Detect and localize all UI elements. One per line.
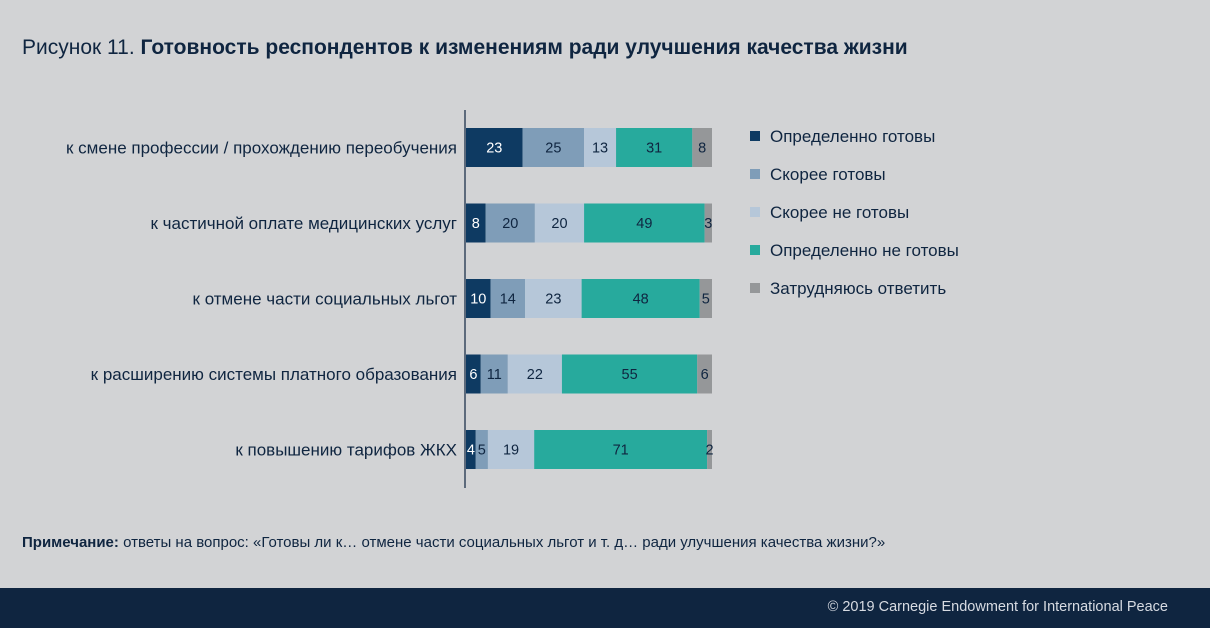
bar-segment [466,203,486,243]
stacked-bar-chart: 23 25 13 31 88 20 20 49 310 14 23 48 56 11 22 55 64 5 19 71… [66,110,959,488]
figure-number: Рисунок 11. [22,36,135,59]
data-label: 2 [706,443,714,459]
bar-segment [485,203,535,243]
category-label: к расширению системы платного образовани… [91,365,457,384]
data-label: 10 [470,292,486,308]
data-label: 14 [500,292,516,308]
legend-swatch [750,131,760,141]
data-label: 31 [646,141,662,157]
data-label: 4 [467,443,475,459]
bars-layer: 23 25 13 31 88 20 20 49 310 14 23 48 56 11 22 55 64 5 19 71… [466,128,714,469]
data-label: 48 [633,292,649,308]
bar-segment [584,128,617,167]
data-label: 22 [527,367,543,383]
data-label: 19 [503,443,519,459]
note-label: Примечание: [22,534,119,551]
bar-segment [699,279,712,318]
legend-label: Скорее готовы [770,165,886,184]
legend-swatch [750,169,760,179]
data-label: 5 [702,292,710,308]
bar-segment [522,128,585,167]
data-label: 55 [622,367,638,383]
data-label: 13 [592,141,608,157]
bar-segment [616,128,693,167]
bar-segment [466,128,523,167]
bar-segment [534,203,585,243]
data-label: 5 [478,443,486,459]
legend-label: Определенно готовы [770,127,935,146]
bar-segment [534,430,708,469]
category-label: к отмене части социальных льгот [193,290,458,309]
legend-label: Скорее не готовы [770,203,909,222]
bar-segment [707,430,712,469]
category-label: к смене профессии / прохождению переобуч… [66,139,457,158]
chart-note: Примечание: ответы на вопрос: «Готовы ли… [22,534,885,551]
data-label: 6 [469,367,477,383]
category-label: к частичной оплате медицинских услуг [151,214,458,233]
legend-label: Затрудняюсь ответить [770,279,946,298]
bar-segment [584,203,705,243]
data-label: 23 [545,292,561,308]
data-label: 8 [472,216,480,232]
bar-segment [581,279,700,318]
category-label: к повышению тарифов ЖКХ [235,441,457,460]
data-label: 20 [551,216,567,232]
legend-swatch [750,207,760,217]
legend-swatch [750,283,760,293]
category-labels-layer: к смене профессии / прохождению переобуч… [66,139,457,460]
bar-segment [490,279,526,318]
bar-segment [697,354,712,394]
bar-segment [475,430,488,469]
bar-segment [561,354,698,394]
legend-swatch [750,245,760,255]
data-label: 11 [487,367,502,383]
data-label: 49 [636,216,652,232]
data-label: 8 [698,141,706,157]
bar-segment [692,128,712,167]
data-label: 6 [701,367,709,383]
bar-segment [704,203,712,243]
bar-segment [466,354,481,394]
data-label: 71 [613,443,629,459]
bar-segment [480,354,508,394]
data-label: 25 [545,141,561,157]
bar-segment [466,430,476,469]
bar-segment [507,354,562,394]
data-label: 23 [486,141,502,157]
bar-segment [525,279,582,318]
data-label: 20 [502,216,518,232]
bar-segment [466,279,491,318]
figure-title: Готовность респондентов к изменениям рад… [140,36,908,59]
note-text: ответы на вопрос: «Готовы ли к… отмене ч… [118,534,886,551]
footer-bar: © 2019 Carnegie Endowment for Internatio… [0,588,1210,628]
chart-title: Рисунок 11. Готовность респондентов к из… [22,36,908,60]
legend-label: Определенно не готовы [770,241,959,260]
data-label: 3 [704,216,712,232]
legend: Определенно готовы Скорее готовы Скорее не… [750,127,959,298]
copyright-text: © 2019 Carnegie Endowment for Internatio… [827,599,1168,615]
bar-segment [487,430,535,469]
